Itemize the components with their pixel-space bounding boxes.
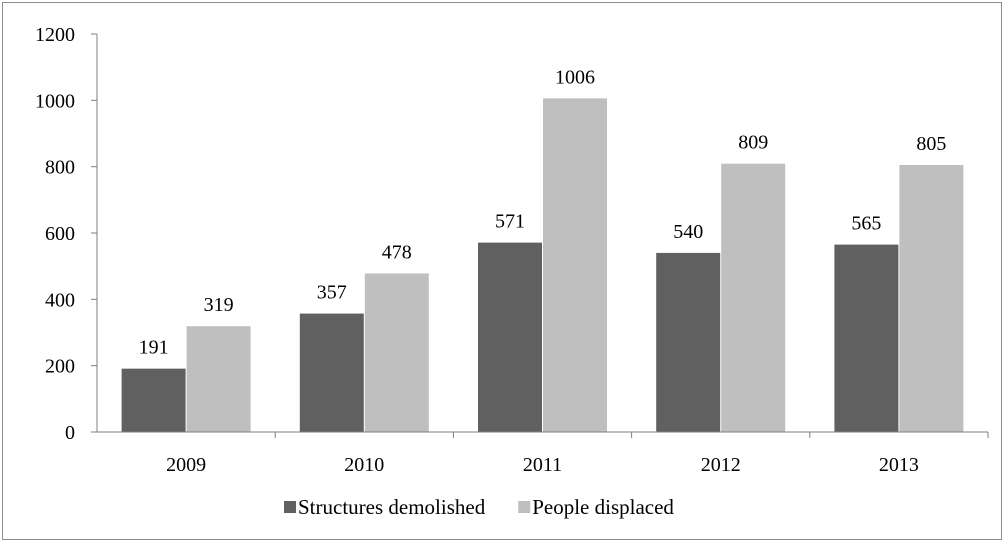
data-label: 805 [916,133,946,155]
bar [721,163,786,432]
bar [478,242,542,432]
legend: Structures demolished People displaced [284,495,674,519]
data-label: 1006 [555,66,595,88]
x-axis-ticks: 2009 2010 2011 2012 2013 [166,432,989,476]
y-tick-label: 1200 [35,24,75,46]
bar [899,165,964,432]
y-axis-ticks: 0 200 400 600 800 1000 1200 [35,24,97,444]
x-tick-label: 2009 [166,454,206,476]
y-tick-label: 0 [65,422,75,444]
data-label: 191 [139,337,169,359]
axes [96,34,988,433]
data-label: 571 [495,211,525,233]
x-tick-label: 2011 [523,454,562,476]
bar [121,368,186,432]
bars: 191 319 357 478 571 1006 540 809 565 805 [121,66,964,433]
bar [834,244,899,432]
data-label: 319 [204,294,234,316]
y-tick-label: 800 [45,157,75,179]
bar [364,273,429,432]
y-tick-label: 200 [45,356,75,378]
data-label: 478 [382,241,412,263]
legend-item: People displaced [518,495,674,519]
data-label: 540 [673,221,703,243]
y-tick-label: 600 [45,223,75,245]
y-tick-label: 400 [45,289,75,311]
legend-swatch [518,501,531,513]
legend-label: Structures demolished [298,495,486,519]
data-label: 357 [317,282,347,304]
x-tick-label: 2013 [879,454,919,476]
bar [186,326,251,432]
bar [299,313,364,432]
bar [656,252,721,432]
data-label: 809 [738,132,768,154]
bar [543,98,607,433]
x-tick-label: 2010 [344,454,384,476]
legend-item: Structures demolished [284,495,486,519]
legend-swatch [284,501,296,513]
y-tick-label: 1000 [35,90,75,112]
legend-label: People displaced [532,495,674,519]
data-label: 565 [851,213,881,235]
x-tick-label: 2012 [701,454,741,476]
